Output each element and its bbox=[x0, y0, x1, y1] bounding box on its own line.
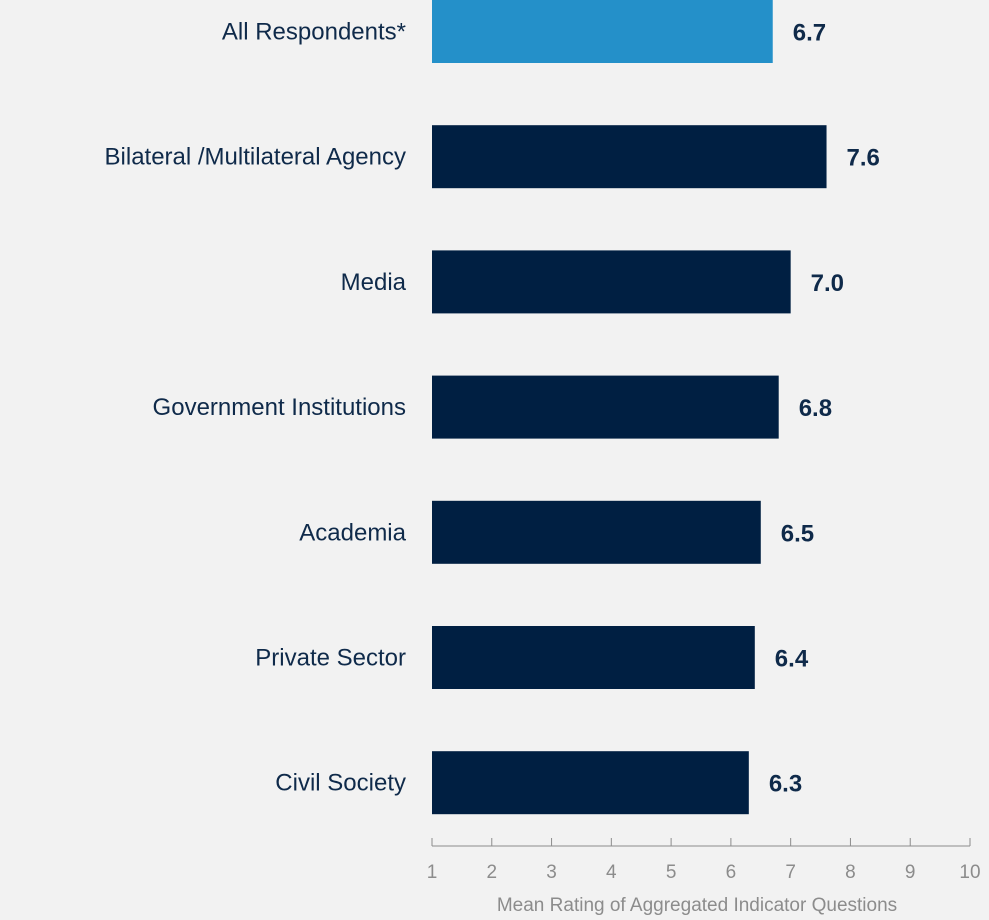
category-label-6: Civil Society bbox=[275, 770, 406, 797]
x-axis: 1 2 3 4 5 6 7 8 9 10 bbox=[427, 838, 981, 883]
x-tick-label-9: 9 bbox=[905, 862, 916, 883]
category-label-4: Academia bbox=[299, 519, 406, 546]
bar-4 bbox=[432, 500, 761, 564]
bar-2 bbox=[432, 250, 791, 314]
x-tick-label-5: 5 bbox=[666, 862, 677, 883]
x-tick-label-4: 4 bbox=[606, 862, 617, 883]
category-label-2: Media bbox=[341, 269, 407, 296]
value-label-5: 6.4 bbox=[775, 646, 809, 673]
bar-5 bbox=[432, 626, 755, 689]
x-axis-title: Mean Rating of Aggregated Indicator Ques… bbox=[497, 895, 897, 916]
value-label-4: 6.5 bbox=[781, 520, 814, 547]
bar-1 bbox=[432, 125, 827, 189]
value-label-3: 6.8 bbox=[799, 395, 832, 422]
value-label-0: 6.7 bbox=[793, 20, 826, 47]
bars-layer bbox=[432, 0, 827, 815]
x-tick-label-8: 8 bbox=[845, 862, 856, 883]
value-labels-layer: 6.7 7.6 7.0 6.8 6.5 6.4 6.3 bbox=[769, 20, 880, 798]
x-tick-label-2: 2 bbox=[486, 862, 497, 883]
category-label-0: All Respondents* bbox=[222, 19, 406, 46]
category-label-3: Government Institutions bbox=[153, 394, 406, 421]
category-label-1: Bilateral /Multilateral Agency bbox=[105, 144, 406, 171]
x-tick-label-1: 1 bbox=[427, 862, 438, 883]
bar-6 bbox=[432, 751, 749, 815]
x-tick-label-6: 6 bbox=[726, 862, 737, 883]
bar-0 bbox=[432, 0, 773, 63]
value-label-6: 6.3 bbox=[769, 771, 802, 798]
x-tick-label-3: 3 bbox=[546, 862, 557, 883]
category-labels-layer: All Respondents* Bilateral /Multilateral … bbox=[105, 19, 407, 797]
x-tick-label-7: 7 bbox=[785, 862, 796, 883]
x-tick-label-10: 10 bbox=[959, 862, 980, 883]
category-label-5: Private Sector bbox=[255, 645, 406, 672]
value-label-1: 7.6 bbox=[847, 145, 880, 172]
value-label-2: 7.0 bbox=[811, 270, 844, 297]
bar-3 bbox=[432, 375, 779, 439]
